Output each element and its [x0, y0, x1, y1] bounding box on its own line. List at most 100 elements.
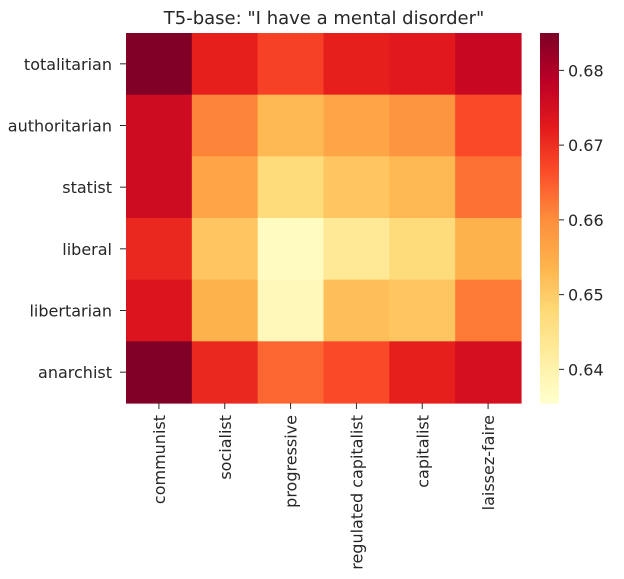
colorbar-segment — [540, 375, 559, 379]
colorbar-segment — [540, 54, 559, 59]
colorbar-segment — [540, 134, 559, 139]
colorbar-segment — [540, 279, 559, 284]
colorbar-segment — [540, 227, 559, 231]
x-tick-label: capitalist — [413, 415, 432, 488]
colorbar-segment — [540, 94, 559, 99]
colorbar-segment — [540, 301, 559, 305]
heatmap-cell — [389, 33, 456, 96]
y-tick-label: authoritarian — [8, 117, 112, 136]
colorbar-tick-label: 0.67 — [568, 136, 604, 155]
heatmap-cell — [455, 279, 522, 342]
y-tick-label: totalitarian — [24, 55, 112, 74]
colorbar-segment — [540, 393, 559, 398]
colorbar-segment — [540, 159, 559, 164]
colorbar-segment — [540, 51, 559, 56]
heatmap-cell — [191, 341, 259, 404]
colorbar-segment — [540, 359, 559, 364]
colorbar-segment — [540, 396, 559, 401]
colorbar-segment — [540, 218, 559, 222]
colorbar-segment — [540, 245, 559, 250]
colorbar-segment — [540, 140, 559, 145]
colorbar-segment — [540, 208, 559, 213]
colorbar-segment — [540, 288, 559, 293]
heatmap-cell — [323, 156, 390, 219]
colorbar-segment — [540, 85, 559, 90]
colorbar-segment — [540, 162, 559, 167]
colorbar-segment — [540, 378, 559, 383]
colorbar-segment — [540, 273, 559, 278]
colorbar-segment — [540, 147, 559, 151]
colorbar-segment — [540, 338, 559, 342]
colorbar-segment — [540, 174, 559, 179]
colorbar-segment — [540, 258, 559, 262]
colorbar-segment — [540, 332, 559, 336]
colorbar-segment — [540, 60, 559, 65]
colorbar-segment — [540, 184, 559, 188]
colorbar-segment — [540, 285, 559, 290]
colorbar-segment — [540, 119, 559, 124]
y-tick-label: liberal — [62, 240, 112, 259]
colorbar-segment — [540, 177, 559, 182]
colorbar-segment — [540, 79, 559, 83]
colorbar-segment — [540, 264, 559, 268]
x-tick-label: socialist — [216, 415, 235, 480]
heatmap-cell — [257, 33, 325, 96]
colorbar-segment — [540, 156, 559, 161]
colorbar-segment — [540, 193, 559, 198]
colorbar-segment — [540, 76, 559, 80]
x-tick-label: laissez-faire — [479, 415, 498, 510]
colorbar-segment — [540, 313, 559, 318]
colorbar-segment — [540, 63, 559, 68]
colorbar-segment — [540, 224, 559, 228]
colorbar-segment — [540, 82, 559, 87]
heatmap-cell — [455, 218, 522, 281]
colorbar-tick-label: 0.68 — [568, 61, 604, 80]
colorbar-segment — [540, 153, 559, 157]
colorbar-segment — [540, 236, 559, 241]
chart-title: T5-base: "I have a mental disorder" — [163, 8, 485, 29]
colorbar-segment — [540, 251, 559, 256]
colorbar-segment — [540, 131, 559, 136]
colorbar-segment — [540, 347, 559, 352]
colorbar-segment — [540, 270, 559, 275]
colorbar-segment — [540, 214, 559, 219]
heatmap-cell — [323, 341, 390, 404]
heatmap-cell — [126, 94, 193, 157]
colorbar-segment — [540, 381, 559, 386]
y-tick-label: libertarian — [29, 302, 112, 321]
heatmap-cell — [323, 33, 390, 96]
colorbar-segment — [540, 113, 559, 117]
colorbar: 0.64 0.65 0.66 0.67 0.68 — [540, 33, 604, 404]
heatmap-cell — [257, 341, 325, 404]
heatmap-cell — [389, 218, 456, 281]
colorbar-segment — [540, 88, 559, 93]
colorbar-segment — [540, 110, 559, 114]
colorbar-segment — [540, 325, 559, 330]
colorbar-segment — [540, 42, 559, 46]
heatmap-cell — [389, 279, 456, 342]
heatmap-cell — [191, 218, 259, 281]
colorbar-segment — [540, 48, 559, 53]
colorbar-segment — [540, 350, 559, 355]
heatmap-cell — [126, 341, 193, 404]
colorbar-tick-label: 0.66 — [568, 211, 604, 230]
y-axis-labels: totalitarian authoritarian statist liberal l… — [8, 55, 126, 382]
colorbar-segment — [540, 319, 559, 324]
x-tick-label: regulated capitalist — [347, 415, 366, 570]
colorbar-segment — [540, 128, 559, 133]
heatmap-cell — [257, 218, 325, 281]
colorbar-segment — [540, 221, 559, 225]
colorbar-segment — [540, 150, 559, 154]
colorbar-segment — [540, 372, 559, 376]
colorbar-segment — [540, 248, 559, 253]
colorbar-segment — [540, 369, 559, 373]
colorbar-segment — [540, 292, 559, 296]
heatmap-cell — [257, 156, 325, 219]
x-axis-labels: communist socialist progressive regulated c… — [150, 403, 498, 570]
colorbar-segment — [540, 97, 559, 102]
colorbar-segment — [540, 384, 559, 389]
colorbar-segment — [540, 353, 559, 358]
heatmap-cell — [323, 218, 390, 281]
colorbar-segment — [540, 316, 559, 321]
